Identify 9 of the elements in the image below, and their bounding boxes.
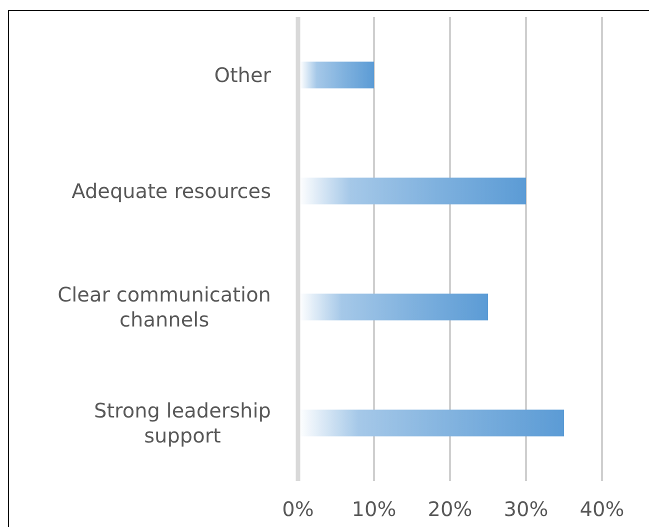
y-tick-label: Strong leadership support (94, 398, 271, 448)
y-tick-label: Adequate resources (72, 179, 271, 203)
x-tick-label: 0% (282, 497, 314, 522)
x-tick-label: 30% (504, 497, 548, 522)
x-tick-label: 40% (580, 497, 624, 522)
x-tick-label: 20% (428, 497, 472, 522)
y-tick-label: Other (214, 63, 272, 87)
x-tick-label: 10% (352, 497, 396, 522)
y-tick-label: Clear communication channels (58, 282, 271, 332)
